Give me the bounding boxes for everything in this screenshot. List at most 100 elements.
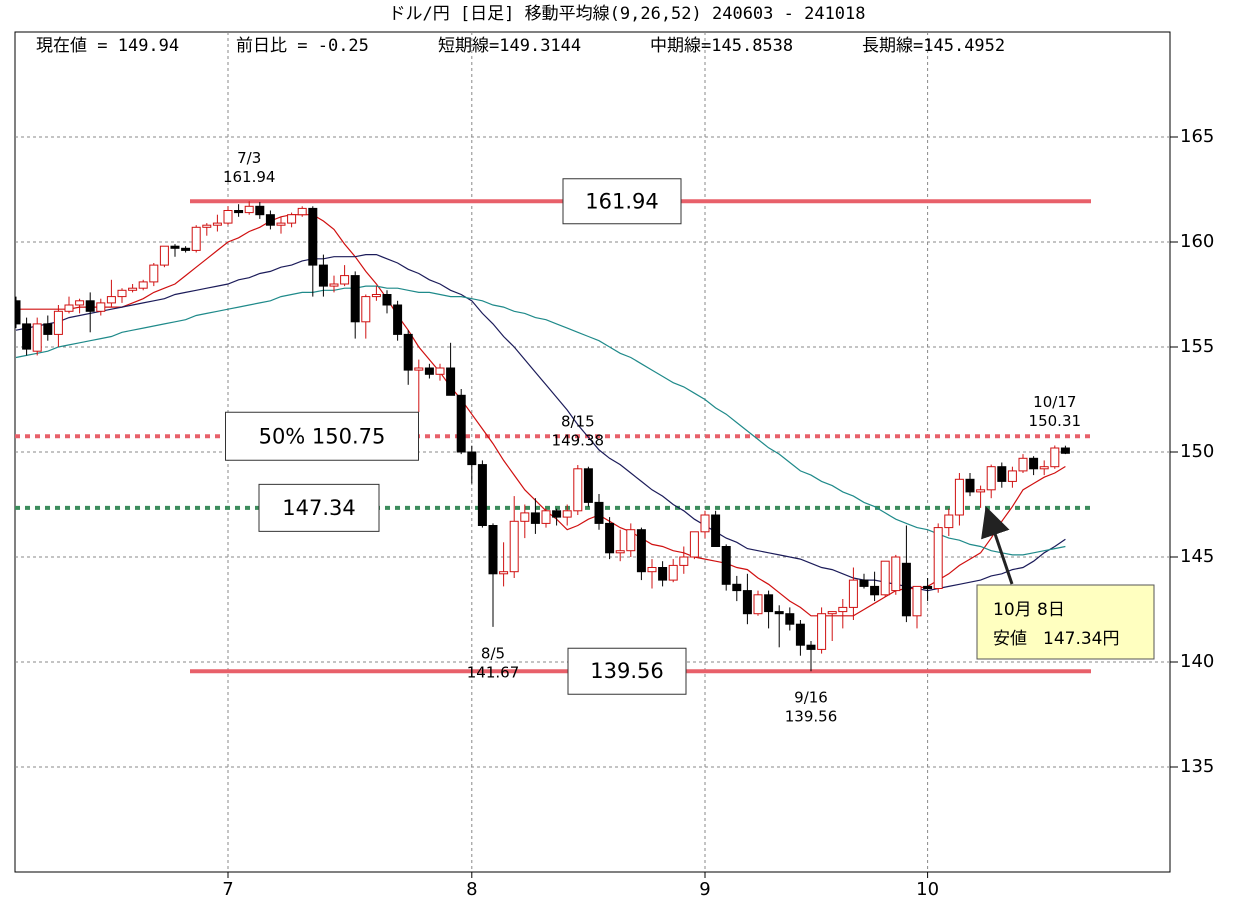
candle-body bbox=[477, 464, 487, 527]
candle-body bbox=[530, 512, 540, 524]
candle-body bbox=[393, 304, 403, 335]
candle-body bbox=[435, 367, 445, 375]
candle-body bbox=[721, 546, 731, 585]
candle-body bbox=[509, 520, 519, 573]
candle-body bbox=[870, 585, 880, 596]
y-tick-label: 145 bbox=[1180, 546, 1214, 567]
candle-body bbox=[923, 585, 933, 590]
candle-body bbox=[223, 210, 233, 224]
callout-value: 147.34 bbox=[1043, 629, 1102, 649]
y-tick-label: 160 bbox=[1180, 231, 1214, 252]
candle-body bbox=[128, 287, 138, 291]
reference-label: 161.94 bbox=[585, 189, 658, 213]
y-tick-label: 165 bbox=[1180, 126, 1214, 147]
candle-body bbox=[795, 623, 805, 646]
chart-title: ドル/円 [日足] 移動平均線(9,26,52) 240603 - 241018 bbox=[388, 4, 865, 24]
candle-body bbox=[912, 585, 922, 617]
candle-body bbox=[605, 522, 615, 554]
stat: 長期線=145.4952 bbox=[862, 36, 1005, 56]
reference-label: 50% 150.75 bbox=[259, 424, 386, 448]
candle-body bbox=[732, 583, 742, 592]
point-label-date: 7/3 bbox=[237, 149, 261, 167]
reference-label: 139.56 bbox=[590, 659, 663, 683]
candle-body bbox=[106, 296, 116, 304]
candle-body bbox=[679, 556, 689, 566]
point-label-date: 10/17 bbox=[1033, 393, 1076, 411]
candle-body bbox=[488, 525, 498, 575]
annotation-layer: 現在値 = 149.94 前日比 = -0.25 短期線=149.3144 中期線=1… bbox=[36, 36, 1214, 900]
y-tick-label: 155 bbox=[1180, 336, 1214, 357]
reference-label-box bbox=[562, 178, 682, 225]
x-tick-label: 8 bbox=[466, 879, 477, 900]
candle-body bbox=[43, 323, 53, 335]
candle-body bbox=[562, 510, 572, 518]
candle-body bbox=[1029, 457, 1039, 470]
point-label-value: 149.38 bbox=[552, 432, 605, 450]
candle-body bbox=[350, 275, 360, 323]
candle-body bbox=[85, 300, 95, 312]
candle-body bbox=[308, 207, 318, 266]
candle-body bbox=[647, 567, 657, 573]
candle-body bbox=[138, 281, 148, 289]
candle-body bbox=[202, 224, 212, 228]
candle-body bbox=[742, 590, 752, 615]
x-tick-label: 9 bbox=[699, 879, 710, 900]
candle-body bbox=[32, 323, 42, 352]
stat-label: 短期線= bbox=[438, 36, 499, 56]
candle-body bbox=[986, 466, 996, 491]
stat-value: -0.25 bbox=[318, 36, 369, 56]
candle-body bbox=[361, 296, 371, 323]
candle-body bbox=[1060, 447, 1070, 454]
candle-body bbox=[933, 527, 943, 589]
candle-body bbox=[297, 207, 307, 216]
candle-body bbox=[1039, 466, 1049, 470]
candle-body bbox=[859, 579, 869, 587]
candle-body bbox=[371, 294, 381, 298]
moving-average bbox=[16, 214, 1066, 617]
y-tick-label: 140 bbox=[1180, 651, 1214, 672]
candle-body bbox=[658, 567, 668, 581]
stat-label: 中期線= bbox=[650, 36, 711, 56]
candle-body bbox=[96, 302, 106, 312]
candle-body bbox=[329, 283, 339, 287]
candle-body bbox=[901, 562, 911, 617]
point-label-value: 141.67 bbox=[467, 663, 520, 681]
stat: 現在値 = 149.94 bbox=[36, 36, 179, 56]
point-label-value: 139.56 bbox=[785, 708, 838, 726]
candle-body bbox=[424, 367, 434, 375]
callout-label: 安値 bbox=[993, 629, 1027, 649]
callout-text: 安値 147.34円 bbox=[993, 629, 1119, 649]
candle-body bbox=[711, 514, 721, 547]
candle-body bbox=[552, 510, 562, 518]
point-label-date: 9/16 bbox=[794, 689, 828, 707]
candle-body bbox=[244, 205, 254, 214]
candle-body bbox=[191, 226, 201, 251]
candle-body bbox=[181, 247, 191, 251]
candle-body bbox=[467, 451, 477, 466]
candle-body bbox=[668, 564, 678, 581]
stat-label: 現在値 = bbox=[36, 36, 118, 56]
candle-body bbox=[403, 333, 413, 371]
candle-body bbox=[382, 294, 392, 306]
candle-body bbox=[965, 478, 975, 493]
y-tick-label: 135 bbox=[1180, 756, 1214, 777]
candle-body bbox=[159, 245, 169, 266]
candle-body bbox=[753, 594, 763, 615]
candle-body bbox=[976, 489, 986, 493]
candle-body bbox=[212, 222, 222, 226]
stat-value: 149.3144 bbox=[499, 36, 581, 56]
candle-body bbox=[541, 510, 551, 524]
candle-body bbox=[774, 611, 784, 615]
x-tick-label: 7 bbox=[222, 879, 233, 900]
reference-label-box bbox=[567, 647, 687, 695]
candle-body bbox=[22, 323, 32, 350]
candle-body bbox=[573, 468, 583, 512]
candle-body bbox=[594, 501, 604, 524]
candle-body bbox=[64, 304, 74, 312]
candle-body bbox=[848, 579, 858, 608]
stat: 短期線=149.3144 bbox=[438, 36, 581, 56]
candle-body bbox=[880, 560, 890, 596]
candle-body bbox=[1018, 457, 1028, 472]
